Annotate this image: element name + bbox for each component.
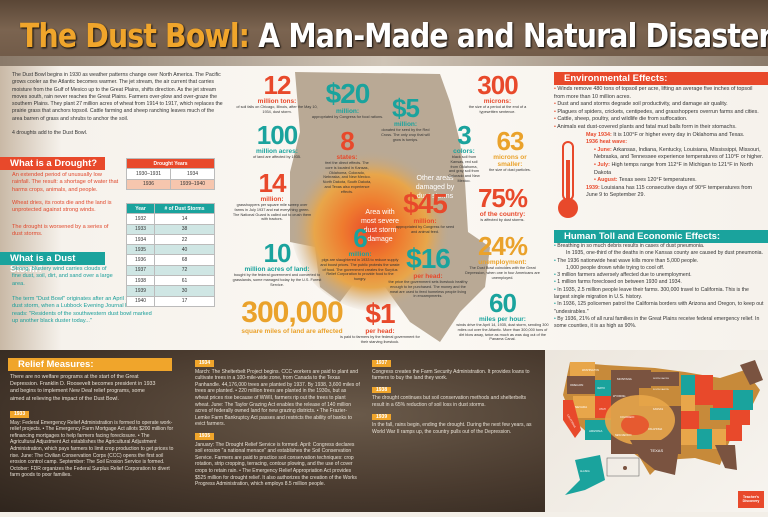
stat-63-microns: 63 microns or smaller: the size of dust pa…: [489, 126, 531, 172]
svg-text:OKLAHOMA: OKLAHOMA: [648, 428, 663, 431]
header-banner: The Dust Bowl: A Man-Made and Natural Di…: [0, 0, 768, 66]
dust-storms-table: Year # of Dust Storms 1932 14 1933 38 1934 2…: [126, 202, 215, 307]
stat-45-million: $45 million: appropriated by Congress for …: [395, 188, 455, 234]
stat-8-states: 8 states: feel the direct effects. The cor…: [322, 126, 372, 194]
svg-text:ARIZONA: ARIZONA: [589, 429, 602, 433]
relief-heading: Relief Measures:: [8, 358, 172, 371]
relief-1934-1935: 1934 March: The Shelterbelt Project begin…: [195, 360, 360, 488]
drought-heading: What is a Drought?: [0, 157, 105, 170]
stat-75-percent: 75% of the country: is affected by dust st…: [477, 183, 528, 222]
stat-24-percent: 24% unemployment: The Dust Bowl coincides …: [465, 231, 540, 280]
stat-6-million-pigs: 6 million: pigs are slaughtered in 1933 to…: [320, 223, 400, 282]
relief-1937-1939: 1937 Congress creates the Farm Security A…: [372, 360, 532, 435]
svg-text:UTAH: UTAH: [599, 408, 606, 411]
us-map: WASHINGTON OREGON IDAHO MONTANA NORTH DA…: [545, 350, 768, 512]
svg-text:WYOMING: WYOMING: [613, 395, 626, 398]
us-states-map: WASHINGTON OREGON IDAHO MONTANA NORTH DA…: [563, 360, 763, 495]
stat-20-million: $20 million: appropriated by Congress for …: [311, 78, 384, 120]
stat-100-million-acres: 100 million acres: of land are affected by…: [252, 120, 302, 159]
drought-wheat: Wheat dries, its roots die and the land …: [12, 200, 112, 214]
intro-droughts: 4 droughts add to the Dust Bowl.: [12, 130, 88, 137]
storm-def: Strong, blustery wind carries clouds of …: [12, 266, 113, 287]
human-heading: Human Toll and Economic Effects:: [554, 230, 768, 243]
relief-1933: 1933 May: Federal Emergency Relief Admini…: [10, 411, 174, 479]
svg-text:NORTH DAKOTA: NORTH DAKOTA: [653, 377, 669, 380]
stat-60-mph: 60 miles per hour: winds drive the April 1…: [456, 288, 549, 342]
great-plains-map: Other areas damaged by dust storms Area wi…: [290, 72, 490, 342]
svg-text:CALIFORNIA: CALIFORNIA: [566, 414, 576, 429]
page-title: The Dust Bowl: A Man-Made and Natural Di…: [20, 16, 768, 55]
svg-text:TEXAS: TEXAS: [650, 448, 663, 453]
svg-text:COLORADO: COLORADO: [620, 416, 634, 419]
relief-section: Relief Measures: There are no welfare pr…: [0, 350, 545, 512]
svg-text:NEW MEXICO: NEW MEXICO: [615, 434, 631, 437]
stat-300000-sq-miles: 300,000 square miles of land are affected: [241, 296, 343, 336]
svg-text:ALASKA: ALASKA: [580, 470, 590, 473]
drought-worsened: The drought is worsened by a series of d…: [12, 224, 109, 238]
stat-1-per-head: $1 per head: is paid to farmers by the fed…: [340, 298, 420, 344]
env-heading: Environmental Effects:: [554, 72, 768, 85]
publisher-logo: Teacher's Discovery: [738, 491, 764, 508]
storm-heading: What is a Dust Storm?: [0, 252, 105, 275]
stat-16-per-head: $16 per head: the price the government set…: [388, 243, 468, 299]
intro-paragraph: The Dust Bowl begins in 1930 as weather …: [12, 72, 223, 122]
human-effects: Breathing in so much debris results in c…: [554, 243, 764, 331]
stat-14-million: 14 million: grasshoppers per square mile s…: [232, 168, 312, 222]
intro-text: The Dust Bowl begins in 1930 as weather …: [12, 72, 224, 144]
stat-5-million: $5 million: donated for seed by the Red Cr…: [381, 93, 430, 142]
svg-text:WASHINGTON: WASHINGTON: [582, 369, 599, 372]
drought-def: An extended period of unusually low rain…: [12, 172, 119, 193]
other-areas-label: Other areas damaged by dust storms: [416, 175, 455, 200]
svg-text:NEVADA: NEVADA: [575, 405, 587, 409]
svg-text:OREGON: OREGON: [570, 383, 583, 387]
thermometer-icon: [558, 141, 578, 218]
svg-text:KANSAS: KANSAS: [653, 408, 663, 411]
stat-300-microns: 300 microns: the size of a period at the e…: [468, 70, 527, 114]
stat-3-colors: 3 colors: black soil from Kansas, red soil…: [448, 120, 480, 183]
stat-12-million-tons: 12 million tons: of soil falls on Chicago,…: [236, 70, 318, 114]
svg-text:SOUTH DAKOTA: SOUTH DAKOTA: [653, 388, 669, 391]
drought-years-table: Drought Years 1930–1931 1934 1936 1939–194…: [126, 157, 215, 190]
storm-term: The term "Dust Bowl" originates after an…: [12, 296, 152, 325]
env-effects: Winds remove 480 tons of topsoil per acr…: [554, 86, 764, 200]
stat-10-million-acres: 10 million acres of land: bought by the fe…: [232, 238, 322, 287]
svg-text:MONTANA: MONTANA: [617, 377, 632, 381]
svg-text:IDAHO: IDAHO: [597, 387, 605, 390]
severe-area-label: Area with most severe dust storm damage: [361, 209, 399, 243]
